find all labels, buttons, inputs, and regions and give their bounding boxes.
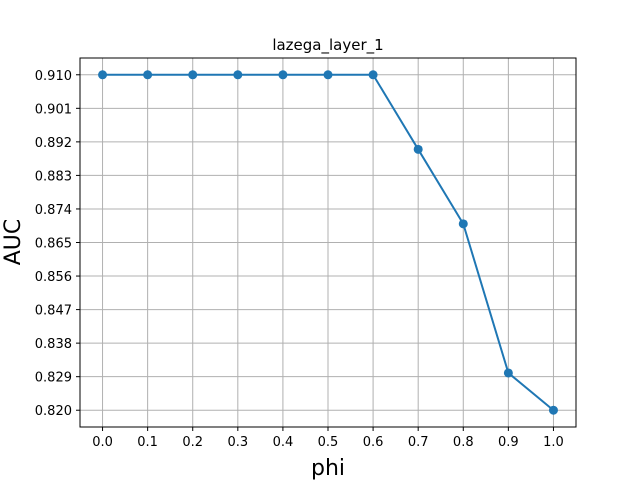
x-tick-label: 0.7 <box>408 435 429 450</box>
x-tick-label: 0.6 <box>363 435 384 450</box>
data-point <box>143 70 153 80</box>
y-tick-label: 0.910 <box>35 69 72 84</box>
y-tick-label: 0.847 <box>35 304 72 319</box>
y-tick-label: 0.874 <box>35 203 72 218</box>
x-tick-label: 0.5 <box>318 435 339 450</box>
x-tick-label: 0.0 <box>92 435 113 450</box>
axis-ticks: 0.0 0.1 0.2 0.3 0.4 0.5 0.6 0.7 0.8 0.9 1.0 0.820 0.… <box>35 69 564 450</box>
data-point <box>233 70 243 80</box>
data-point <box>548 405 558 415</box>
data-point <box>413 144 423 154</box>
data-point <box>368 70 378 80</box>
x-tick-label: 1.0 <box>543 435 564 450</box>
data-point <box>188 70 198 80</box>
data-point <box>278 70 288 80</box>
data-point <box>503 368 513 378</box>
x-tick-label: 0.8 <box>453 435 474 450</box>
y-tick-label: 0.865 <box>35 237 72 252</box>
x-tick-label: 0.1 <box>137 435 158 450</box>
x-tick-label: 0.3 <box>227 435 248 450</box>
y-tick-label: 0.883 <box>35 169 72 184</box>
y-tick-label: 0.856 <box>35 270 72 285</box>
data-point <box>323 70 333 80</box>
x-tick-label: 0.2 <box>182 435 203 450</box>
x-axis-label: phi <box>311 456 345 480</box>
y-tick-label: 0.901 <box>35 102 72 117</box>
chart-title: lazega_layer_1 <box>272 36 383 55</box>
y-tick-label: 0.892 <box>35 136 72 151</box>
data-point <box>98 70 108 80</box>
data-point <box>458 219 468 229</box>
x-tick-label: 0.9 <box>498 435 519 450</box>
y-tick-label: 0.838 <box>35 337 72 352</box>
series-group <box>98 70 558 415</box>
y-tick-label: 0.829 <box>35 371 72 386</box>
y-tick-label: 0.820 <box>35 404 72 419</box>
x-tick-label: 0.4 <box>273 435 294 450</box>
y-axis-label: AUC <box>1 219 26 266</box>
grid-lines <box>80 58 576 427</box>
